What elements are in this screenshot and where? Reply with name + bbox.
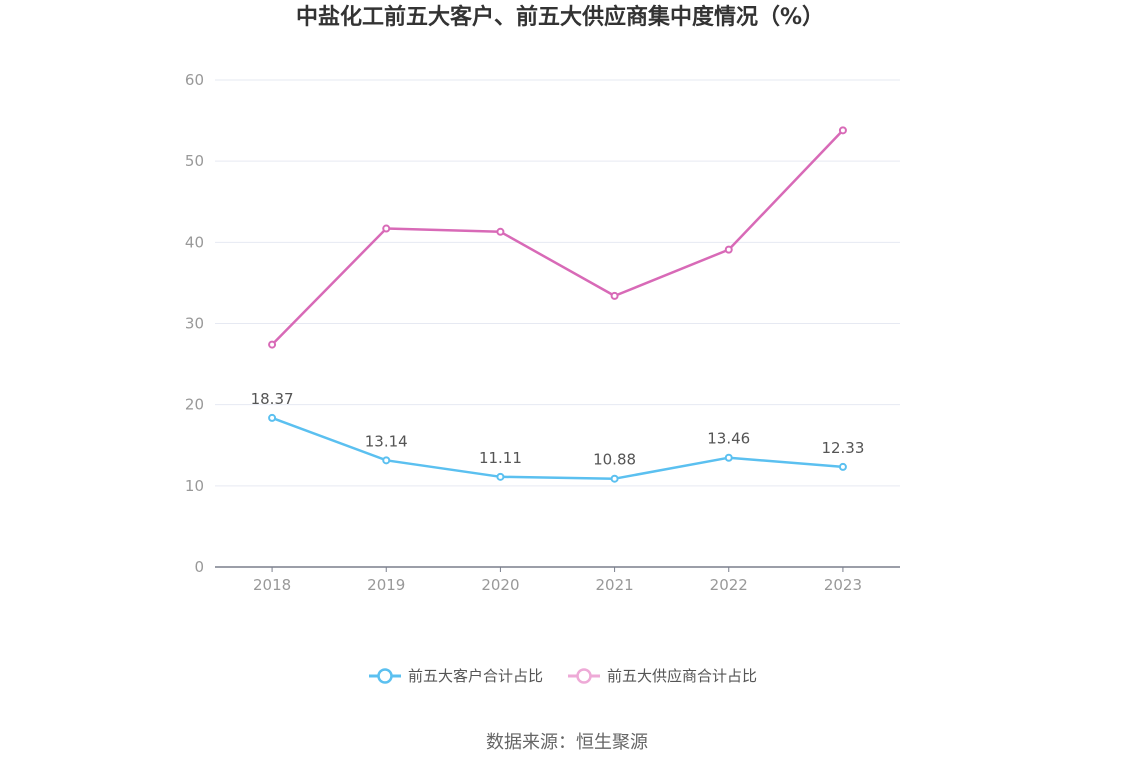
data-point[interactable] xyxy=(724,453,733,462)
data-point[interactable] xyxy=(268,413,277,422)
x-tick-label: 2022 xyxy=(710,576,748,594)
y-axis: 0 10 20 30 40 50 60 xyxy=(185,71,204,576)
data-label: 13.46 xyxy=(707,430,750,448)
x-tick-label: 2021 xyxy=(595,576,633,594)
data-point[interactable] xyxy=(838,462,847,471)
legend-marker xyxy=(576,668,592,684)
x-tick-label: 2020 xyxy=(481,576,519,594)
data-point[interactable] xyxy=(382,224,391,233)
data-point[interactable] xyxy=(610,474,619,483)
y-tick-label: 30 xyxy=(185,315,204,333)
x-axis: 2018 2019 2020 2021 2022 2023 xyxy=(215,566,900,594)
series-line xyxy=(271,129,844,346)
plot-area: 18.37 13.14 11.11 10.88 13.46 12.33 xyxy=(251,126,864,483)
series-line xyxy=(271,416,844,480)
y-tick-label: 20 xyxy=(185,396,204,414)
legend[interactable]: 前五大客户合计占比 前五大供应商合计占比 xyxy=(369,667,757,685)
legend-label: 前五大客户合计占比 xyxy=(408,667,543,685)
data-label: 12.33 xyxy=(821,439,864,457)
data-point[interactable] xyxy=(268,340,277,349)
legend-item-1[interactable]: 前五大客户合计占比 xyxy=(369,667,543,685)
data-label: 10.88 xyxy=(593,451,636,469)
data-point[interactable] xyxy=(610,291,619,300)
y-tick-label: 0 xyxy=(194,558,204,576)
grid xyxy=(215,79,900,487)
data-label: 11.11 xyxy=(479,449,522,467)
source-note: 数据来源：恒生聚源 xyxy=(486,732,648,753)
y-tick-label: 60 xyxy=(185,71,204,89)
legend-label: 前五大供应商合计占比 xyxy=(607,667,757,685)
data-point[interactable] xyxy=(382,456,391,465)
data-point[interactable] xyxy=(724,245,733,254)
x-tick-label: 2023 xyxy=(824,576,862,594)
series-1: 18.37 13.14 11.11 10.88 13.46 12.33 xyxy=(251,390,864,483)
legend-item-2[interactable]: 前五大供应商合计占比 xyxy=(568,667,757,685)
data-label: 13.14 xyxy=(365,432,408,450)
chart-title: 中盐化工前五大客户、前五大供应商集中度情况（%） xyxy=(296,4,824,30)
series-2 xyxy=(268,126,847,349)
legend-marker xyxy=(377,668,393,684)
data-point[interactable] xyxy=(496,227,505,236)
data-label: 18.37 xyxy=(251,390,294,408)
x-tick-label: 2018 xyxy=(253,576,291,594)
y-tick-label: 50 xyxy=(185,152,204,170)
data-point[interactable] xyxy=(838,126,847,135)
y-tick-label: 40 xyxy=(185,233,204,251)
y-tick-label: 10 xyxy=(185,477,204,495)
x-tick-label: 2019 xyxy=(367,576,405,594)
data-point[interactable] xyxy=(496,472,505,481)
